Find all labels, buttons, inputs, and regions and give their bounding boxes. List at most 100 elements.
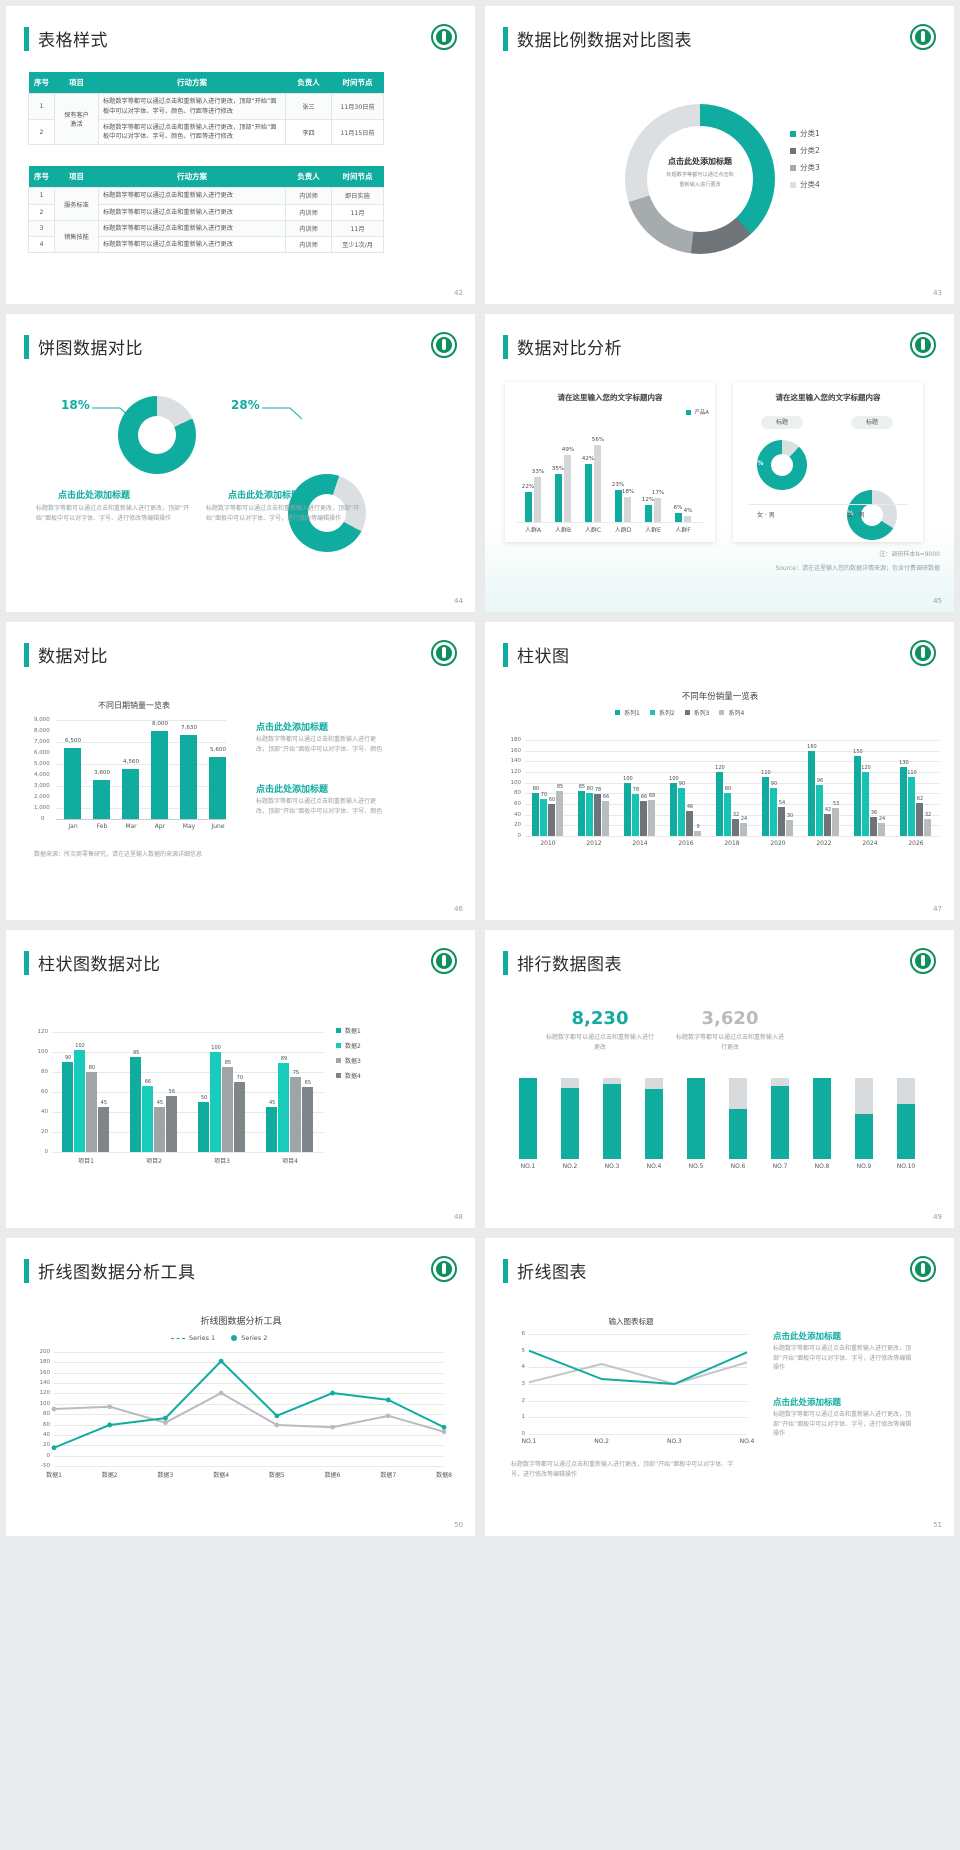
bar: [870, 816, 878, 836]
bar: [761, 777, 770, 836]
table-row: 2 标题数字等都可以通过点击和重新输入进行更改 内训师 11月: [28, 203, 384, 221]
bar-label: 45: [156, 1100, 164, 1106]
x-tick: 项目4: [282, 1158, 298, 1165]
block-body-1: 标题数字等都可以通过点击和重新输入进行更改，顶部“开始”面板中可以对字体、字号、…: [256, 736, 383, 753]
y-tick: 120: [510, 769, 522, 775]
y-tick: 2,000: [34, 794, 50, 800]
bar-label: 80: [532, 786, 540, 793]
legend-swatch-icon: [336, 1028, 341, 1033]
title-accent-bar: [24, 334, 29, 359]
bar-label: 6,500: [64, 738, 81, 744]
y-tick: 140: [510, 758, 522, 765]
bar: [209, 757, 226, 819]
y-tick: 1,000: [34, 805, 50, 811]
donut-heading-1: 点击此处添加标题: [58, 491, 131, 501]
bar-label: 78: [594, 787, 602, 794]
legend-swatch-icon: [336, 1073, 341, 1078]
cell-time: 至少1次/月: [331, 236, 384, 254]
bar: [564, 455, 571, 522]
bar-label: 36: [870, 809, 878, 816]
bar: [548, 804, 556, 836]
gridline: [525, 814, 939, 816]
gridline: [54, 1466, 444, 1467]
donut-heading-2: 点击此处添加标题: [228, 491, 301, 501]
gridline: [54, 1414, 444, 1416]
legend-swatch-icon: [790, 181, 796, 188]
bar-chart: 9,000 8,000 7,000 6,000 5,000 4,000 3,00…: [34, 717, 234, 832]
donut-body-1: 标题数字等都可以通过点击和重新输入进行更改，顶部“开始”面板中可以对字体、字号、…: [36, 505, 190, 522]
gridline: [525, 772, 939, 773]
chart-title: 输入图表标题: [608, 1317, 654, 1326]
bar: [769, 788, 778, 836]
line-series-group: [528, 1349, 748, 1385]
bar-remainder: [728, 1078, 748, 1109]
brand-logo-icon: [431, 1256, 457, 1282]
bar-label: 4,560: [122, 759, 139, 765]
brand-logo-icon: [910, 1256, 936, 1282]
bar-label: 62: [916, 795, 924, 802]
bar: [675, 513, 682, 522]
bar-label: 130: [899, 759, 909, 766]
bar: [602, 1084, 622, 1159]
legend-dot-icon: [231, 1335, 238, 1341]
bar: [233, 1082, 245, 1152]
y-tick: 3,000: [34, 783, 50, 789]
slide-pie-comparison: 饼图数据对比 18% 点击此处添加标题 标题数字等都可以通过点击和重新输入进行更…: [6, 314, 475, 612]
title-accent-bar: [24, 642, 29, 667]
chart-title: 折线图数据分析工具: [200, 1317, 282, 1327]
brand-logo-icon: [431, 640, 457, 666]
x-tick: 数据5: [268, 1472, 285, 1479]
x-tick: Mar: [125, 823, 137, 830]
bar: [924, 818, 932, 836]
bar: [916, 802, 924, 836]
cell-action: 标题数字等都可以通过点击和重新输入进行更改: [98, 236, 286, 254]
bar: [266, 1107, 278, 1152]
x-tick: NO.2: [594, 1438, 609, 1445]
page-title: 折线图数据分析工具: [38, 1263, 196, 1283]
bar-label: 160: [807, 743, 817, 750]
bar-label: 6%: [673, 505, 683, 511]
x-tick: 2026: [908, 840, 924, 847]
y-tick: 0: [521, 1431, 526, 1437]
bar: [786, 820, 794, 836]
donut-center-line2: 重新输入进行更改: [679, 181, 721, 188]
bar-label: 9: [696, 824, 700, 831]
bar-label: 4%: [683, 508, 693, 514]
bar: [861, 772, 870, 836]
bar-label: 50: [200, 1095, 208, 1101]
x-tick: NO.3: [604, 1163, 620, 1170]
cell-owner: 李四: [285, 118, 332, 146]
stat-value-2: 3,620: [701, 1008, 759, 1029]
bar: [577, 790, 586, 836]
title-accent-bar: [503, 642, 508, 667]
gridline: [54, 1393, 444, 1395]
chart-footnote: 标题数字等都可以通过点击和重新输入进行更改，顶部“开始”面板中可以对字体、字号，…: [511, 1461, 734, 1478]
gridline: [54, 1372, 444, 1374]
x-tick: NO.5: [688, 1163, 704, 1170]
y-tick: 40: [43, 1431, 50, 1438]
gridline: [54, 1424, 444, 1426]
y-tick: 20: [43, 1442, 50, 1449]
x-tick: 数据2: [101, 1472, 118, 1479]
legend-swatch-icon: [719, 710, 725, 715]
bar-label: 35%: [551, 466, 565, 472]
legend-line-icon: [171, 1337, 185, 1339]
bar-label: 80: [724, 786, 732, 793]
cell-owner: 内训师: [285, 187, 332, 205]
legend-swatch-icon: [649, 710, 655, 715]
y-tick: 20: [514, 822, 521, 829]
y-tick: 120: [39, 1390, 51, 1397]
col-time: 时间节点: [331, 166, 384, 188]
x-tick: 数据4: [213, 1472, 230, 1479]
x-tick: 数据1: [46, 1472, 62, 1479]
x-tick: NO.1: [520, 1163, 536, 1170]
gridline: [52, 1092, 324, 1093]
donut-body-2: 标题数字等都可以通过点击和重新输入进行更改，顶部“开始”面板中可以对字体、字号，…: [206, 505, 360, 522]
stat-desc-2: 标题数字等都可以通过点击和重新输入进行更改: [675, 1034, 784, 1051]
gender-axis-right: 女 · 男: [847, 512, 865, 519]
bar: [210, 1052, 222, 1152]
page-title: 柱状图数据对比: [38, 955, 161, 975]
bar: [534, 477, 541, 522]
bar-label: 95: [132, 1050, 140, 1056]
bar: [878, 823, 886, 836]
